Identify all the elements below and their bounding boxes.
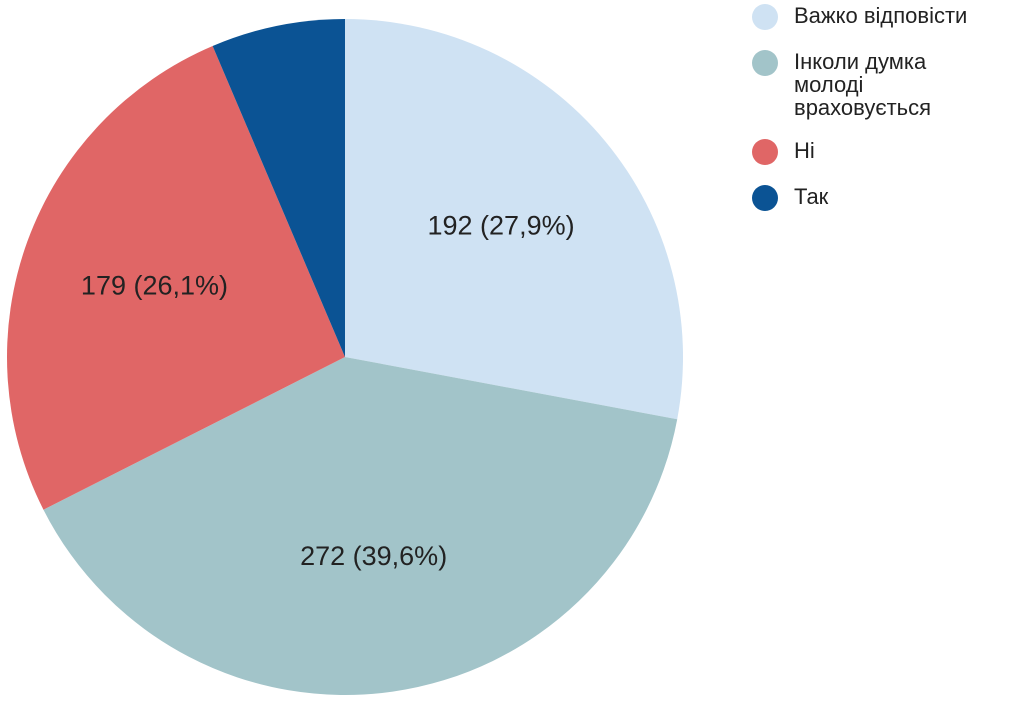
legend-marker	[752, 139, 778, 165]
chart: 192 (27,9%) 272 (39,6%) 179 (26,1%)	[6, 19, 684, 696]
pie-slice	[212, 19, 345, 357]
legend-label: Ні	[794, 138, 815, 163]
legend-marker	[752, 185, 778, 211]
legend-label: Важко відповісти	[794, 3, 968, 28]
legend-item: Так	[752, 185, 1032, 211]
pie-slice	[6, 46, 345, 510]
legend-item: Ні	[752, 139, 1032, 165]
data-label: 192 (27,9%)	[428, 211, 575, 241]
legend: Важко відповісти Інколи думка молоді врах…	[752, 4, 1032, 231]
pie-slice	[345, 19, 684, 420]
legend-label: Так	[794, 184, 829, 209]
data-label: 272 (39,6%)	[300, 541, 447, 571]
legend-item: Інколи думка молоді враховується	[752, 50, 1032, 119]
legend-label: Інколи думка молоді враховується	[794, 49, 932, 120]
legend-marker	[752, 50, 778, 76]
legend-item: Важко відповісти	[752, 4, 1032, 30]
data-label: 179 (26,1%)	[81, 271, 228, 301]
pie-slice	[43, 357, 678, 696]
legend-marker	[752, 4, 778, 30]
